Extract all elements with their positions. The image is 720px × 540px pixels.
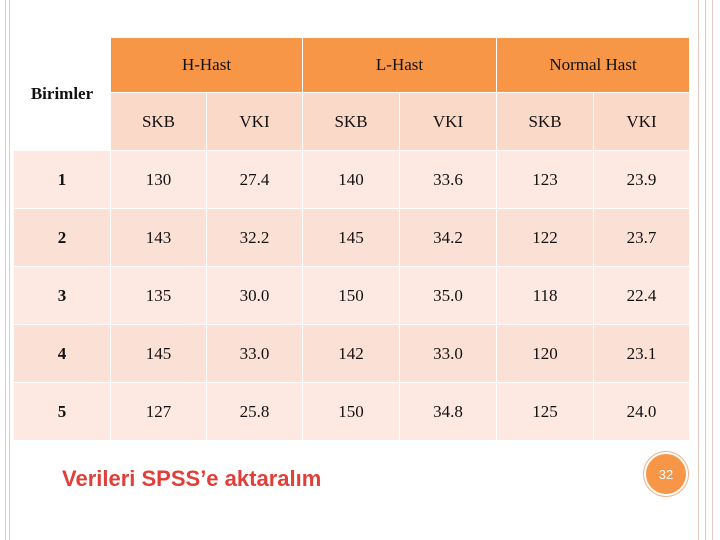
table-row: 3 135 30.0 150 35.0 118 22.4 [14,267,691,325]
table-cell: 145 [303,209,401,267]
slide-caption: Verileri SPSS’e aktaralım [62,466,322,491]
group-header-h-hast: H-Hast [111,38,304,93]
table-cell: 34.8 [400,383,498,441]
frame-line-left-inner [9,0,10,540]
table-cell: 23.9 [594,151,691,209]
frame-line-right-inner [698,0,699,540]
subheader-n-skb: SKB [497,93,595,151]
table-row: 5 127 25.8 150 34.8 125 24.0 [14,383,691,441]
table-cell: 24.0 [594,383,691,441]
table-cell: 23.1 [594,325,691,383]
page-number-badge: 32 [644,452,688,496]
frame-line-right-outer [712,0,713,540]
table-row: 2 143 32.2 145 34.2 122 23.7 [14,209,691,267]
table-row: 4 145 33.0 142 33.0 120 23.1 [14,325,691,383]
table-cell: 123 [497,151,595,209]
table-cell: 32.2 [207,209,304,267]
table-cell: 35.0 [400,267,498,325]
table-cell: 22.4 [594,267,691,325]
table-cell: 120 [497,325,595,383]
subheader-n-vki: VKI [594,93,691,151]
subheader-l-skb: SKB [303,93,401,151]
table-cell: 145 [111,325,207,383]
subheader-l-vki: VKI [400,93,498,151]
group-header-l-hast: L-Hast [303,38,498,93]
table-cell: 125 [497,383,595,441]
table-cell: 23.7 [594,209,691,267]
corner-header-birimler: Birimler [14,38,111,151]
table-cell: 150 [303,383,401,441]
table-header-row: Birimler H-Hast L-Hast Normal Hast [14,38,691,151]
table-row: 1 130 27.4 140 33.6 123 23.9 [14,151,691,209]
table-cell: 150 [303,267,401,325]
row-label: 3 [14,267,111,325]
group-header-normal-hast: Normal Hast [497,38,691,93]
table-cell: 33.0 [400,325,498,383]
table-cell: 130 [111,151,207,209]
table-cell: 34.2 [400,209,498,267]
row-label: 1 [14,151,111,209]
table-cell: 142 [303,325,401,383]
row-label: 5 [14,383,111,441]
table-subheader-row: SKB VKI SKB VKI SKB VKI [14,93,691,151]
row-label: 4 [14,325,111,383]
data-table: Birimler H-Hast L-Hast Normal Hast SKB V… [14,38,691,441]
subheader-h-vki: VKI [207,93,304,151]
subheader-h-skb: SKB [111,93,207,151]
frame-line-left-outer [5,0,6,540]
table-cell: 127 [111,383,207,441]
table-cell: 143 [111,209,207,267]
table-cell: 33.0 [207,325,304,383]
table-cell: 27.4 [207,151,304,209]
table-cell: 30.0 [207,267,304,325]
table-cell: 25.8 [207,383,304,441]
row-label: 2 [14,209,111,267]
table-cell: 140 [303,151,401,209]
table-cell: 33.6 [400,151,498,209]
table-cell: 118 [497,267,595,325]
table-cell: 135 [111,267,207,325]
table-cell: 122 [497,209,595,267]
frame-line-right-middle [705,0,706,540]
